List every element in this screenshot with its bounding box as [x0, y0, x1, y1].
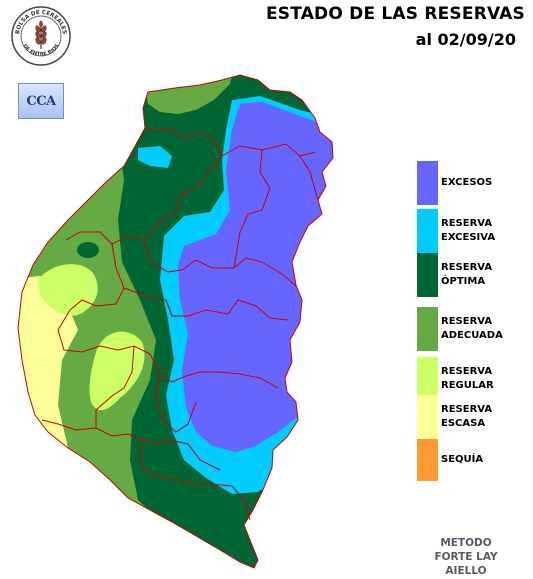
cca-logo: CCA: [18, 83, 64, 119]
map-title: ESTADO DE LAS RESERVAS: [265, 4, 525, 24]
wheat-icon: [35, 20, 47, 49]
legend-swatch: [417, 253, 438, 297]
bolsa-de-cereales-logo: BOLSA DE CEREALES DE ENTRE RIOS: [11, 6, 71, 66]
zone-excesiva-north: [138, 146, 172, 168]
legend-swatch: [417, 161, 438, 205]
zone-adecuada-north: [140, 75, 236, 114]
legend-item-sequia: SEQUÍA: [417, 439, 527, 481]
legend-label: SEQUÍA: [441, 454, 484, 465]
zone-regular-center: [89, 331, 145, 411]
legend-label: RESERVA EXCESIVA: [441, 218, 496, 243]
zone-optima-spot: [77, 242, 99, 258]
legend-swatch: [417, 209, 438, 253]
cca-logo-text: CCA: [26, 93, 56, 109]
legend-item-excesos: EXCESOS: [417, 161, 527, 205]
legend-swatch: [417, 395, 438, 439]
legend-item-reserva-excesiva: RESERVA EXCESIVA: [417, 209, 527, 253]
legend-label: RESERVA ESCASA: [441, 404, 493, 429]
legend-label: EXCESOS: [441, 177, 493, 188]
legend-swatch: [417, 439, 438, 481]
province-outline: [17, 74, 334, 569]
legend-swatch: [417, 357, 438, 401]
legend-label: RESERVA ADECUADA: [441, 316, 503, 341]
legend-item-reserva-optima: RESERVA ÓPTIMA: [417, 253, 527, 297]
legend-item-reserva-escasa: RESERVA ESCASA: [417, 395, 527, 439]
legend-label: RESERVA REGULAR: [441, 366, 494, 391]
legend-item-reserva-regular: RESERVA REGULAR: [417, 357, 527, 401]
legend-label: RESERVA ÓPTIMA: [441, 262, 493, 287]
method-note: METODO FORTE LAY AIELLO: [434, 537, 498, 577]
legend-item-reserva-adecuada: RESERVA ADECUADA: [417, 307, 527, 351]
legend-swatch: [417, 307, 438, 351]
map-date: al 02/09/20: [415, 30, 516, 49]
zone-regular-north: [38, 264, 98, 316]
department-borders: [41, 127, 319, 521]
